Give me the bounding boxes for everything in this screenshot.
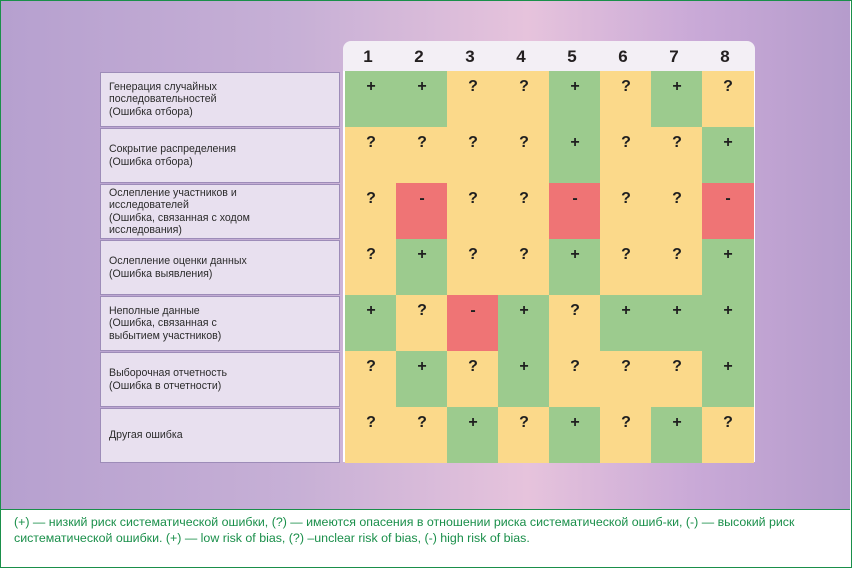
cell-r2-c1: ?: [345, 127, 397, 183]
row-label-5: Неполные данные (Ошибка, связанная с выб…: [100, 296, 340, 351]
cell-r3-c8: -: [702, 183, 754, 239]
cell-r7-c4: ?: [498, 407, 550, 463]
column-header-5: 5: [567, 47, 577, 66]
row-label-text: Сокрытие распределения (Ошибка отбора): [109, 143, 236, 168]
row-label-text: Другая ошибка: [109, 429, 183, 442]
column-header-bar: [343, 41, 755, 71]
row-label-text: Неполные данные (Ошибка, связанная с выб…: [109, 304, 222, 342]
cell-r2-c3: ?: [447, 127, 499, 183]
row-label-7: Другая ошибка: [100, 408, 340, 463]
column-header-2: 2: [414, 47, 424, 66]
row-label-6: Выборочная отчетность (Ошибка в отчетнос…: [100, 352, 340, 407]
cell-r1-c3: ?: [447, 71, 499, 127]
cell-r5-c6: +: [600, 295, 652, 351]
legend-caption: (+) — низкий риск систематической ошибки…: [14, 515, 795, 545]
cell-r7-c6: ?: [600, 407, 652, 463]
cell-r1-c4: ?: [498, 71, 550, 127]
cell-r4-c2: +: [396, 239, 448, 295]
row-label-2: Сокрытие распределения (Ошибка отбора): [100, 128, 340, 183]
cell-r2-c4: ?: [498, 127, 550, 183]
row-label-3: Ослепление участников и исследователей (…: [100, 184, 340, 239]
cell-r6-c5: ?: [549, 351, 601, 407]
cell-r1-c1: +: [345, 71, 397, 127]
cell-r7-c3: +: [447, 407, 499, 463]
column-header-7: 7: [669, 47, 679, 66]
cell-r3-c3: ?: [447, 183, 499, 239]
cell-r4-c7: ?: [651, 239, 703, 295]
cell-r6-c7: ?: [651, 351, 703, 407]
cell-r4-c3: ?: [447, 239, 499, 295]
cell-r5-c5: ?: [549, 295, 601, 351]
cell-r2-c6: ?: [600, 127, 652, 183]
cell-r6-c3: ?: [447, 351, 499, 407]
cell-r6-c4: +: [498, 351, 550, 407]
cell-r7-c5: +: [549, 407, 601, 463]
cell-r6-c6: ?: [600, 351, 652, 407]
cell-r1-c5: +: [549, 71, 601, 127]
cell-r5-c3: -: [447, 295, 499, 351]
column-header-1: 1: [363, 47, 373, 66]
cell-r7-c2: ?: [396, 407, 448, 463]
cell-r7-c7: +: [651, 407, 703, 463]
cell-r5-c4: +: [498, 295, 550, 351]
cell-r6-c8: +: [702, 351, 754, 407]
column-header-6: 6: [618, 47, 628, 66]
cell-r3-c2: -: [396, 183, 448, 239]
cell-r2-c7: ?: [651, 127, 703, 183]
cell-r3-c6: ?: [600, 183, 652, 239]
cell-r1-c6: ?: [600, 71, 652, 127]
cell-r3-c4: ?: [498, 183, 550, 239]
cell-r2-c8: +: [702, 127, 754, 183]
table-panel: 1 2 3 4 5 6 7 8 Генерация случайных последовател…: [1, 1, 850, 510]
column-header-3: 3: [465, 47, 475, 66]
cell-r1-c7: +: [651, 71, 703, 127]
row-label-text: Выборочная отчетность (Ошибка в отчетнос…: [109, 367, 227, 392]
row-label-4: Ослепление оценки данных (Ошибка выявлен…: [100, 240, 340, 295]
cell-r2-c2: ?: [396, 127, 448, 183]
cell-r6-c1: ?: [345, 351, 397, 407]
column-header-8: 8: [720, 47, 730, 66]
row-label-text: Ослепление участников и исследователей (…: [109, 186, 250, 237]
cell-r4-c8: +: [702, 239, 754, 295]
cell-r7-c8: ?: [702, 407, 754, 463]
cell-r4-c6: ?: [600, 239, 652, 295]
cell-r5-c2: ?: [396, 295, 448, 351]
cell-r5-c8: +: [702, 295, 754, 351]
cell-r1-c8: ?: [702, 71, 754, 127]
cell-r4-c5: +: [549, 239, 601, 295]
cell-r1-c2: +: [396, 71, 448, 127]
cell-r7-c1: ?: [345, 407, 397, 463]
row-label-text: Генерация случайных последовательностей …: [109, 80, 217, 118]
cell-r3-c7: ?: [651, 183, 703, 239]
row-label-1: Генерация случайных последовательностей …: [100, 72, 340, 127]
column-header-4: 4: [516, 47, 526, 66]
cell-r5-c1: +: [345, 295, 397, 351]
cell-r6-c2: +: [396, 351, 448, 407]
cell-r4-c1: ?: [345, 239, 397, 295]
cell-r4-c4: ?: [498, 239, 550, 295]
cell-r3-c1: ?: [345, 183, 397, 239]
row-label-text: Ослепление оценки данных (Ошибка выявлен…: [109, 255, 247, 280]
cell-r3-c5: -: [549, 183, 601, 239]
cell-r2-c5: +: [549, 127, 601, 183]
cell-r5-c7: +: [651, 295, 703, 351]
